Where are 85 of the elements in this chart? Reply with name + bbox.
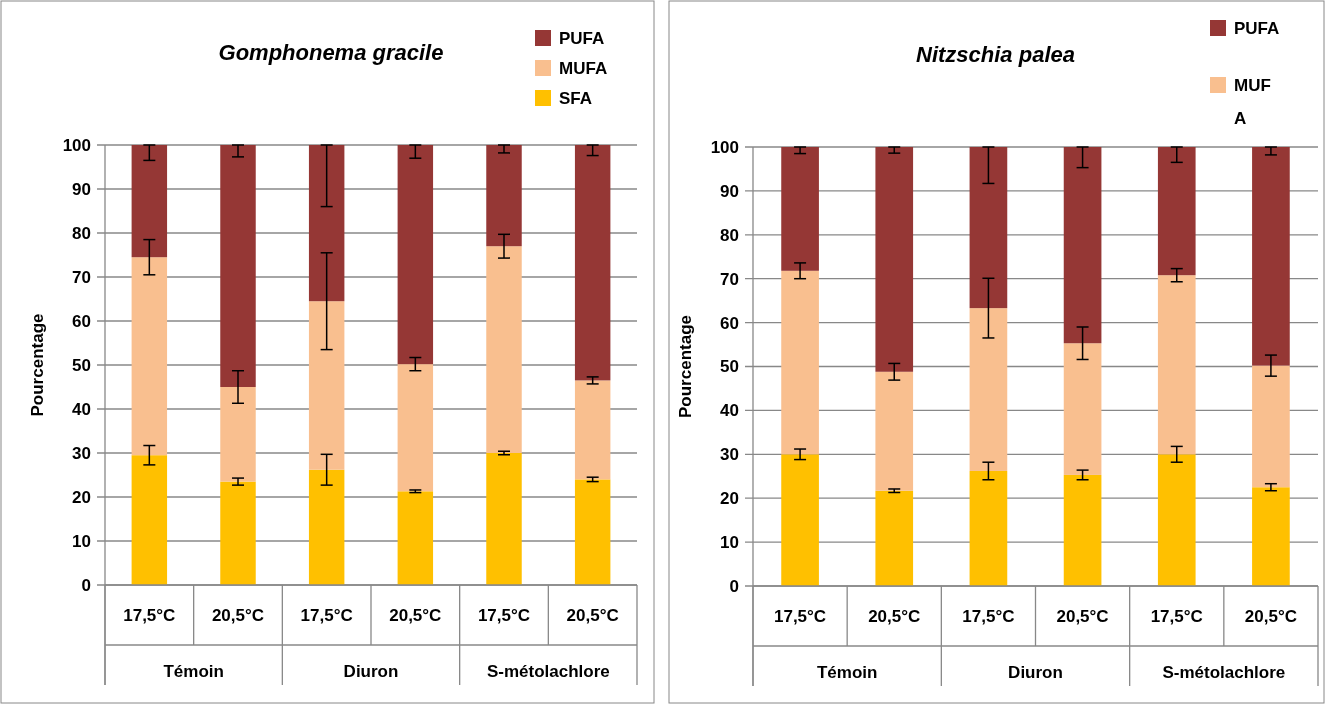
y-tick-label: 50	[72, 355, 91, 375]
x-tick-label: 20,5°C	[1056, 607, 1109, 626]
bar	[781, 270, 819, 455]
bar	[131, 145, 168, 258]
x-tick-label: 20,5°C	[389, 606, 442, 625]
x-tick-label: 17,5°C	[962, 607, 1015, 626]
y-tick-label: 20	[72, 487, 91, 507]
x-tick-label: 17,5°C	[477, 606, 531, 625]
bar	[220, 145, 256, 387]
bar	[875, 371, 914, 491]
bar	[397, 364, 434, 492]
bar	[486, 145, 522, 247]
y-tick-label: 80	[720, 225, 739, 245]
legend-label: SFA	[559, 88, 593, 108]
y-tick-label: 100	[62, 135, 91, 155]
x-tick-label: 17,5°C	[123, 606, 176, 625]
y-tick-label: 40	[720, 401, 739, 421]
x-tick-label: 20,5°C	[1244, 607, 1297, 626]
bar	[1157, 454, 1196, 586]
bar	[1252, 487, 1290, 586]
legend-label: PUFA	[559, 28, 605, 48]
text: Témoin	[816, 663, 878, 682]
y-tick-label: 30	[720, 445, 739, 465]
x-tick-label: 20,5°C	[211, 606, 265, 625]
bar	[781, 147, 819, 271]
y-tick-label: 70	[72, 267, 91, 287]
y-tick-label: 20	[720, 489, 739, 509]
y-axis-title: Pourcentage	[28, 313, 47, 417]
bar	[308, 301, 345, 470]
bar	[308, 145, 345, 302]
y-tick-label: 70	[720, 269, 739, 289]
y-tick-label: 40	[72, 399, 91, 419]
y-tick-label: 100	[710, 137, 739, 157]
legend-label: PUFA	[1234, 18, 1280, 38]
y-tick-label: 90	[720, 181, 739, 201]
y-tick-label: 60	[72, 311, 91, 331]
bar	[131, 455, 168, 585]
bar	[574, 479, 611, 585]
text: S-métolachlore	[1162, 663, 1286, 682]
bar	[1252, 147, 1290, 366]
y-tick-label: 0	[729, 576, 739, 596]
y-tick-label: 30	[72, 443, 91, 463]
bar	[131, 257, 168, 456]
x-tick-label: 17,5°C	[1150, 607, 1203, 626]
x-tick-label: 20,5°C	[566, 606, 619, 625]
legend-label: MUFA	[1234, 75, 1271, 128]
bar	[486, 453, 522, 585]
bar	[969, 147, 1008, 309]
legend-label: MUFA	[559, 58, 608, 78]
text: Témoin	[163, 662, 224, 681]
x-tick-label: 17,5°C	[774, 607, 827, 626]
bar	[574, 145, 611, 381]
bar	[1157, 275, 1196, 455]
bar	[875, 490, 914, 586]
text: S-métolachlore	[486, 662, 610, 681]
bar	[1252, 365, 1290, 488]
bar	[1063, 474, 1102, 586]
bar	[308, 469, 345, 585]
bar	[969, 308, 1008, 471]
bar	[1063, 147, 1102, 344]
bar	[1157, 147, 1196, 276]
x-tick-label: 17,5°C	[300, 606, 353, 625]
bar	[875, 147, 914, 372]
bar	[220, 481, 256, 585]
y-tick-label: 90	[72, 179, 91, 199]
text: Diuron	[343, 662, 399, 681]
y-tick-label: 10	[720, 533, 739, 553]
y-tick-label: 80	[72, 223, 91, 243]
bar	[397, 491, 434, 585]
y-axis-title: Pourcentage	[676, 315, 695, 418]
x-tick-label: 20,5°C	[868, 607, 921, 626]
y-tick-label: 60	[720, 313, 739, 333]
bar	[781, 454, 819, 586]
chart-title: Nitzschia palea	[916, 42, 1075, 67]
y-tick-label: 50	[720, 357, 739, 377]
y-tick-label: 0	[81, 575, 91, 595]
bar	[486, 246, 522, 453]
bar	[969, 470, 1008, 586]
chart-title: Gomphonema gracile	[218, 40, 444, 65]
bar	[220, 387, 256, 482]
y-tick-label: 10	[72, 531, 91, 551]
text: Diuron	[1008, 663, 1063, 682]
bar	[397, 145, 434, 365]
bar	[1063, 343, 1102, 475]
bar	[574, 380, 611, 480]
